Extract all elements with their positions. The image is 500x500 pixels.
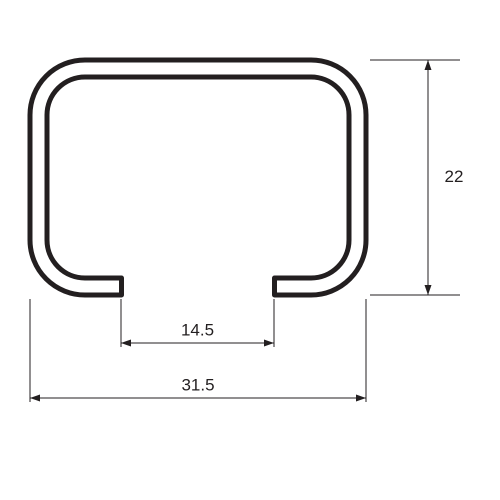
cross-section-diagram: 31.5 14.5 22 — [0, 0, 500, 500]
dimension-annotations: 31.5 14.5 22 — [30, 60, 463, 402]
dim-height-value: 22 — [445, 167, 464, 186]
dim-overall-width-value: 31.5 — [181, 375, 214, 394]
track-profile — [30, 60, 366, 295]
dim-slot-width-value: 14.5 — [181, 320, 214, 339]
